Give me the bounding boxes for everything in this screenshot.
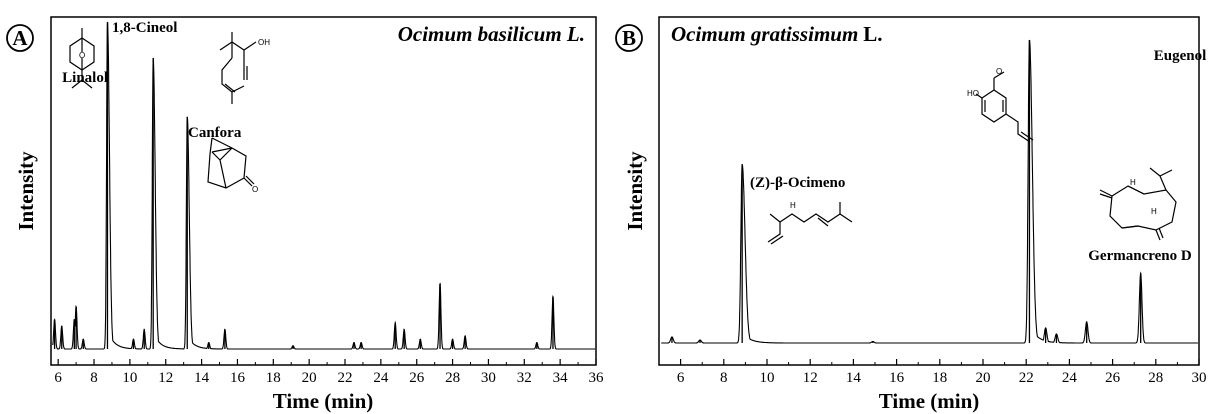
linalol-oh-icon: OH <box>258 38 270 47</box>
chart-title-b: Ocimum gratissimum L. <box>671 22 883 46</box>
peak-label-ocimeno: (Z)-β-Ocimeno <box>750 175 845 191</box>
peak-label-canfora: Canfora <box>188 125 242 141</box>
chart-title-b-suffix: L. <box>863 22 882 46</box>
chromatogram-trace-a <box>52 21 596 350</box>
panel-b: 6 8 10 12 14 16 18 20 22 24 26 28 30 B Ocimum gratis… <box>615 16 1207 413</box>
eugenol-o-icon: O <box>996 67 1002 76</box>
x-tick-label: 28 <box>445 370 460 386</box>
cineol-structure-icon <box>69 28 95 89</box>
x-tick-label: 30 <box>481 370 496 386</box>
x-tick-label: 8 <box>720 370 728 386</box>
x-tick-label: 26 <box>409 370 425 386</box>
x-tick-label: 14 <box>194 370 210 386</box>
x-tick-label: 26 <box>1105 370 1121 386</box>
germacrene-structure-icon <box>1099 167 1177 241</box>
germacrene-h-top-icon: H <box>1130 178 1136 187</box>
eugenol-structure-icon <box>975 71 1034 143</box>
x-tick-label: 28 <box>1148 370 1163 386</box>
peak-label-cineol: 1,8-Cineol <box>112 20 177 36</box>
x-tick-label: 34 <box>553 370 569 386</box>
x-tick-label: 18 <box>266 370 281 386</box>
x-tick-label: 22 <box>338 370 353 386</box>
x-tick-label: 32 <box>517 370 532 386</box>
cineol-oxygen-icon: O <box>79 51 85 60</box>
plot-frame-b <box>658 16 1200 366</box>
chromatogram-trace-b <box>661 39 1198 344</box>
eugenol-ho-icon: HO <box>967 89 979 98</box>
x-ticks-b: 6 8 10 12 14 16 18 20 22 24 26 28 30 <box>677 359 1207 386</box>
x-tick-label: 30 <box>1192 370 1207 386</box>
x-tick-label: 24 <box>1062 370 1078 386</box>
x-tick-label: 6 <box>54 370 62 386</box>
panel-letter-a: A <box>12 26 28 50</box>
chart-title-b-species: Ocimum gratissimum <box>671 22 858 46</box>
x-tick-label: 16 <box>889 370 905 386</box>
germacrene-h-bottom-icon: H <box>1151 207 1157 216</box>
x-tick-label: 10 <box>760 370 775 386</box>
camphor-oxygen-icon: O <box>252 185 258 194</box>
peak-label-eugenol: Eugenol <box>1154 48 1207 64</box>
ocimene-h-icon: H <box>790 201 796 210</box>
camphor-structure-icon <box>207 137 255 189</box>
x-tick-label: 16 <box>230 370 246 386</box>
ocimene-structure-icon <box>767 202 853 245</box>
panel-a: 6 8 10 12 14 16 18 20 22 24 26 28 30 32 34 36 A Ocimum … <box>6 16 604 413</box>
x-tick-label: 12 <box>158 370 173 386</box>
x-tick-label: 24 <box>373 370 389 386</box>
x-tick-label: 10 <box>122 370 137 386</box>
peak-label-germacreno: Germancreno D <box>1088 248 1192 264</box>
y-axis-title-b: Intensity <box>623 151 647 231</box>
panel-letter-b: B <box>622 26 636 50</box>
x-tick-label: 8 <box>90 370 98 386</box>
x-tick-label: 12 <box>803 370 818 386</box>
chart-title-a: Ocimum basilicum L. <box>398 22 585 46</box>
x-tick-label: 20 <box>302 370 317 386</box>
panel-letter-circle-a <box>6 24 34 52</box>
y-axis-title-a: Intensity <box>14 151 38 231</box>
x-tick-label: 6 <box>677 370 685 386</box>
x-tick-label: 20 <box>976 370 991 386</box>
peak-label-linalol: Linalol <box>62 70 108 86</box>
linalol-structure-icon <box>219 32 257 104</box>
x-tick-label: 18 <box>932 370 947 386</box>
x-tick-label: 36 <box>589 370 605 386</box>
x-tick-label: 22 <box>1019 370 1034 386</box>
x-tick-label: 14 <box>846 370 862 386</box>
x-axis-title-a: Time (min) <box>273 389 374 413</box>
plot-frame-a <box>50 16 597 366</box>
panel-letter-circle-b <box>615 24 643 52</box>
x-axis-title-b: Time (min) <box>879 389 980 413</box>
x-ticks-a: 6 8 10 12 14 16 18 20 22 24 26 28 30 32 34 36 <box>54 359 604 386</box>
